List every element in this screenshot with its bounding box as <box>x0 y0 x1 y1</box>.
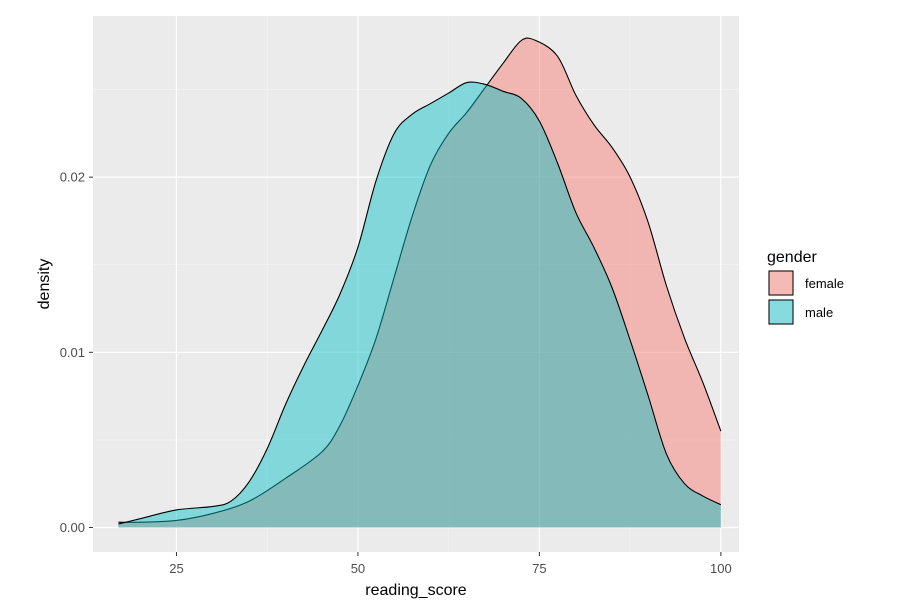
legend-label-male: male <box>805 305 833 320</box>
legend-title: gender <box>767 249 817 266</box>
legend-label-female: female <box>805 276 844 291</box>
minor-gridlines <box>93 16 739 552</box>
legend-swatch-male <box>768 299 794 325</box>
density-line-male <box>118 81 722 525</box>
y-tick-label: 0.01 <box>60 345 85 360</box>
density-areas <box>118 37 722 528</box>
x-tick-label: 75 <box>532 561 546 576</box>
y-axis: 0.00 0.01 0.02 <box>60 170 93 535</box>
legend-key-male <box>768 299 794 325</box>
major-gridlines <box>93 16 739 552</box>
density-area-male <box>118 82 721 528</box>
panel-background <box>93 16 739 552</box>
density-area-female <box>118 38 721 528</box>
y-axis-title: density <box>36 259 53 310</box>
y-tick-label: 0.02 <box>60 170 85 185</box>
density-line-female <box>118 37 722 523</box>
x-tick-label: 25 <box>169 561 183 576</box>
y-tick-label: 0.00 <box>60 520 85 535</box>
x-axis-title: reading_score <box>365 582 467 599</box>
legend-key-female <box>768 270 794 296</box>
legend: gender female male <box>767 249 844 325</box>
legend-swatch-female <box>768 270 794 296</box>
x-axis: 25 50 75 100 <box>169 552 732 576</box>
x-tick-label: 50 <box>351 561 365 576</box>
x-tick-label: 100 <box>710 561 732 576</box>
